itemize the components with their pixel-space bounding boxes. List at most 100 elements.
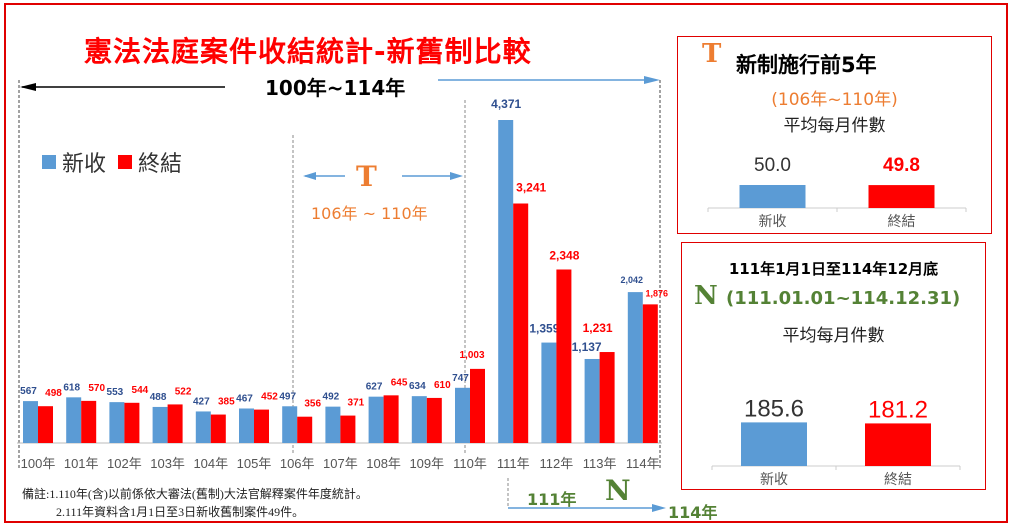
n-marker-icon: N xyxy=(605,474,631,507)
footnote-line-2: 2.111年資料含1月1日至3日新收舊制案件49件。 xyxy=(56,505,305,519)
bar-new-12 xyxy=(541,342,557,443)
mini-category-label-1: 終結 xyxy=(884,471,912,487)
x-tick-label: 101年 xyxy=(64,456,99,471)
bar-new-14 xyxy=(627,292,643,443)
bar-new-3 xyxy=(152,406,168,443)
n-arrow-head xyxy=(652,504,666,512)
bar-new-7 xyxy=(325,406,341,443)
bar-closed-2 xyxy=(124,402,140,443)
x-tick-label: 102年 xyxy=(107,456,142,471)
x-tick-label: 111年 xyxy=(497,456,530,471)
data-label-closed-7: 371 xyxy=(348,398,365,409)
t-arrow-left-head xyxy=(303,172,316,180)
bar-new-0 xyxy=(23,401,38,443)
n-marker-start: 111年 xyxy=(527,490,577,509)
x-tick-label: 103年 xyxy=(150,456,185,471)
data-label-new-5: 467 xyxy=(236,393,253,404)
data-label-new-9: 634 xyxy=(409,381,426,392)
bar-closed-10 xyxy=(470,368,485,443)
bar-new-10 xyxy=(455,387,470,443)
n-icon: N xyxy=(694,281,718,311)
legend: 新收 終結 xyxy=(42,146,182,178)
box1-title: 新制施行前5年 xyxy=(736,53,877,77)
pre-system-summary-box: T 新制施行前5年 (106年~110年) 平均每月件數 50.0 新收 49.8 終… xyxy=(677,36,992,234)
t-arrow-right-head xyxy=(450,172,463,180)
bar-new-13 xyxy=(584,358,600,443)
t-icon: T xyxy=(702,39,722,69)
box2-caption: 平均每月件數 xyxy=(782,326,885,346)
n-marker-end: 114年 xyxy=(668,503,718,522)
mini-bar-1 xyxy=(865,423,931,466)
data-label-closed-13: 1,231 xyxy=(583,321,613,335)
slide-frame xyxy=(4,3,1008,523)
bar-closed-14 xyxy=(642,304,658,443)
bar-new-2 xyxy=(109,402,125,443)
bar-closed-8 xyxy=(383,395,399,443)
bar-closed-5 xyxy=(254,409,269,443)
period-arrow-right-head xyxy=(644,76,660,84)
data-label-new-13: 1,137 xyxy=(572,340,602,354)
x-tick-label: 106年 xyxy=(280,456,315,471)
data-label-closed-12: 2,348 xyxy=(549,248,579,262)
bar-new-1 xyxy=(66,397,82,443)
t-marker-icon: T xyxy=(356,160,377,193)
x-tick-label: 114年 xyxy=(626,456,660,471)
period-label: 100年~114年 xyxy=(265,76,406,100)
mini-category-label-1: 終結 xyxy=(888,213,916,229)
mini-bar-0 xyxy=(741,422,807,466)
mini-value-label-1: 49.8 xyxy=(883,155,920,176)
x-tick-label: 105年 xyxy=(237,456,272,471)
x-tick-label: 108年 xyxy=(366,456,401,471)
box2-title: 111年1月1日至114年12月底 xyxy=(728,260,939,278)
bar-closed-4 xyxy=(210,414,226,443)
bar-closed-6 xyxy=(297,416,313,443)
chart-title: 憲法法庭案件收結統計-新舊制比較 xyxy=(84,35,532,68)
data-label-closed-11: 3,241 xyxy=(516,181,546,195)
data-label-new-3: 488 xyxy=(150,392,167,403)
data-label-closed-5: 452 xyxy=(261,392,278,403)
data-label-new-8: 627 xyxy=(366,382,383,393)
data-label-new-7: 492 xyxy=(323,392,340,403)
mini-value-label-0: 50.0 xyxy=(754,155,791,176)
footnote-line-1: 備註:1.110年(含)以前係依大審法(舊制)大法官解釋案件年度統計。 xyxy=(22,487,368,501)
period-arrow-left-head xyxy=(20,83,36,91)
data-label-closed-8: 645 xyxy=(391,377,408,388)
footnote: 備註:1.110年(含)以前係依大審法(舊制)大法官解釋案件年度統計。 2.11… xyxy=(22,485,368,521)
bar-new-9 xyxy=(411,396,427,443)
bar-closed-9 xyxy=(426,397,442,443)
data-label-closed-3: 522 xyxy=(175,386,192,397)
bar-new-6 xyxy=(282,406,298,443)
data-label-new-11: 4,371 xyxy=(491,97,521,111)
box2-chart: 185.6 新收 181.2 終結 xyxy=(711,395,961,487)
x-tick-label: 113年 xyxy=(583,456,617,471)
box1-caption: 平均每月件數 xyxy=(783,116,886,136)
bar-closed-3 xyxy=(167,404,183,443)
x-tick-label: 100年 xyxy=(21,456,56,471)
mini-value-label-0: 185.6 xyxy=(744,395,804,422)
bar-closed-0 xyxy=(38,406,53,443)
data-label-closed-10: 1,003 xyxy=(459,350,484,361)
data-label-closed-14: 1,876 xyxy=(646,288,669,298)
x-tick-label: 107年 xyxy=(323,456,358,471)
data-label-new-6: 497 xyxy=(279,391,296,402)
data-label-new-14: 2,042 xyxy=(621,275,644,285)
mini-value-label-1: 181.2 xyxy=(868,396,928,423)
bar-new-5 xyxy=(239,408,254,443)
x-tick-label: 109年 xyxy=(409,456,444,471)
bar-new-11 xyxy=(498,120,514,443)
mini-category-label-0: 新收 xyxy=(760,471,788,487)
data-label-closed-0: 498 xyxy=(45,388,62,399)
box2-subtitle: (111.01.01~114.12.31) xyxy=(726,288,961,309)
x-tick-label: 110年 xyxy=(453,456,487,471)
legend-label-new: 新收 xyxy=(62,152,107,177)
bar-closed-12 xyxy=(556,269,572,443)
bar-closed-11 xyxy=(513,203,529,443)
bar-closed-7 xyxy=(340,415,356,443)
x-tick-label: 104年 xyxy=(193,456,228,471)
data-label-new-4: 427 xyxy=(193,396,210,407)
mini-category-label-0: 新收 xyxy=(759,213,787,229)
bar-new-4 xyxy=(195,411,211,443)
data-label-new-12: 1,359 xyxy=(529,322,559,336)
legend-label-closed: 終結 xyxy=(138,152,183,177)
new-system-summary-box: 111年1月1日至114年12月底 N (111.01.01~114.12.31… xyxy=(681,242,986,490)
